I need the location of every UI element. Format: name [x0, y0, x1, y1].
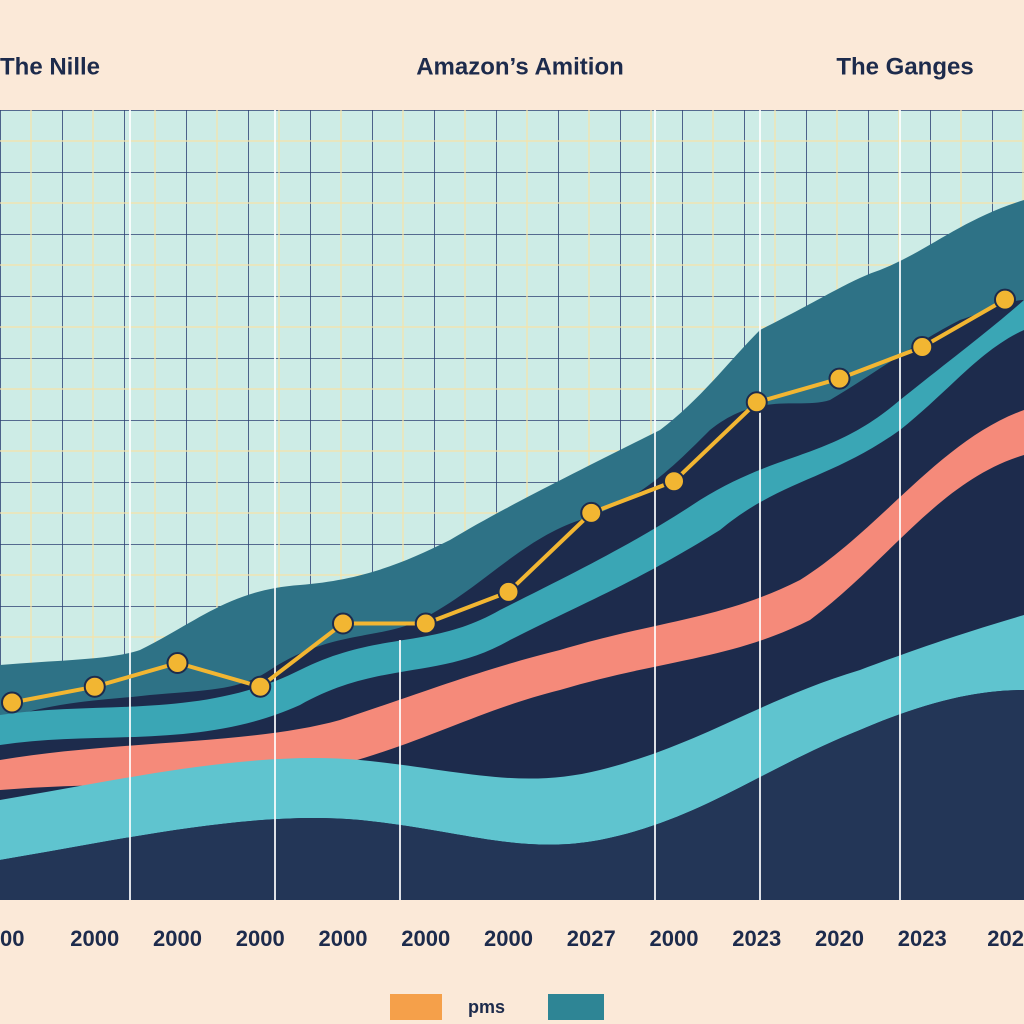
- annotation: Amazon’s Amition: [416, 53, 624, 80]
- data-point: [249, 675, 272, 698]
- data-point: [663, 470, 685, 493]
- x-tick-label: 2000: [153, 926, 202, 951]
- data-point: [414, 612, 437, 635]
- data-point: [828, 367, 851, 390]
- data-point: [911, 336, 934, 358]
- x-tick-label: 2000: [70, 926, 119, 951]
- legend-swatch: [390, 994, 442, 1020]
- data-point: [745, 391, 768, 414]
- data-point: [83, 675, 106, 698]
- data-point: [580, 501, 603, 524]
- x-tick-label: 2000: [650, 926, 699, 951]
- x-tick-label: 2000: [319, 926, 368, 951]
- legend-label: pms: [468, 997, 505, 1017]
- annotation: The Nille: [0, 53, 100, 80]
- x-tick-label: 2020: [815, 926, 864, 951]
- x-tick-label: 2000: [484, 926, 533, 951]
- x-tick-label: 00: [0, 926, 24, 951]
- data-point: [994, 288, 1016, 311]
- x-tick-label: 2027: [567, 926, 616, 951]
- x-tick-label: 202: [987, 926, 1024, 951]
- x-tick-label: 2000: [236, 926, 285, 951]
- river-decoration: [0, 110, 1024, 900]
- annotation: The Ganges: [836, 53, 973, 80]
- x-tick-label: 2000: [401, 926, 450, 951]
- x-tick-label: 2023: [898, 926, 947, 951]
- data-point: [1, 691, 23, 714]
- data-point: [332, 612, 354, 635]
- data-point: [166, 652, 189, 674]
- x-tick-label: 2023: [732, 926, 781, 951]
- data-point: [497, 580, 520, 603]
- legend-swatch-decoration: [548, 994, 604, 1020]
